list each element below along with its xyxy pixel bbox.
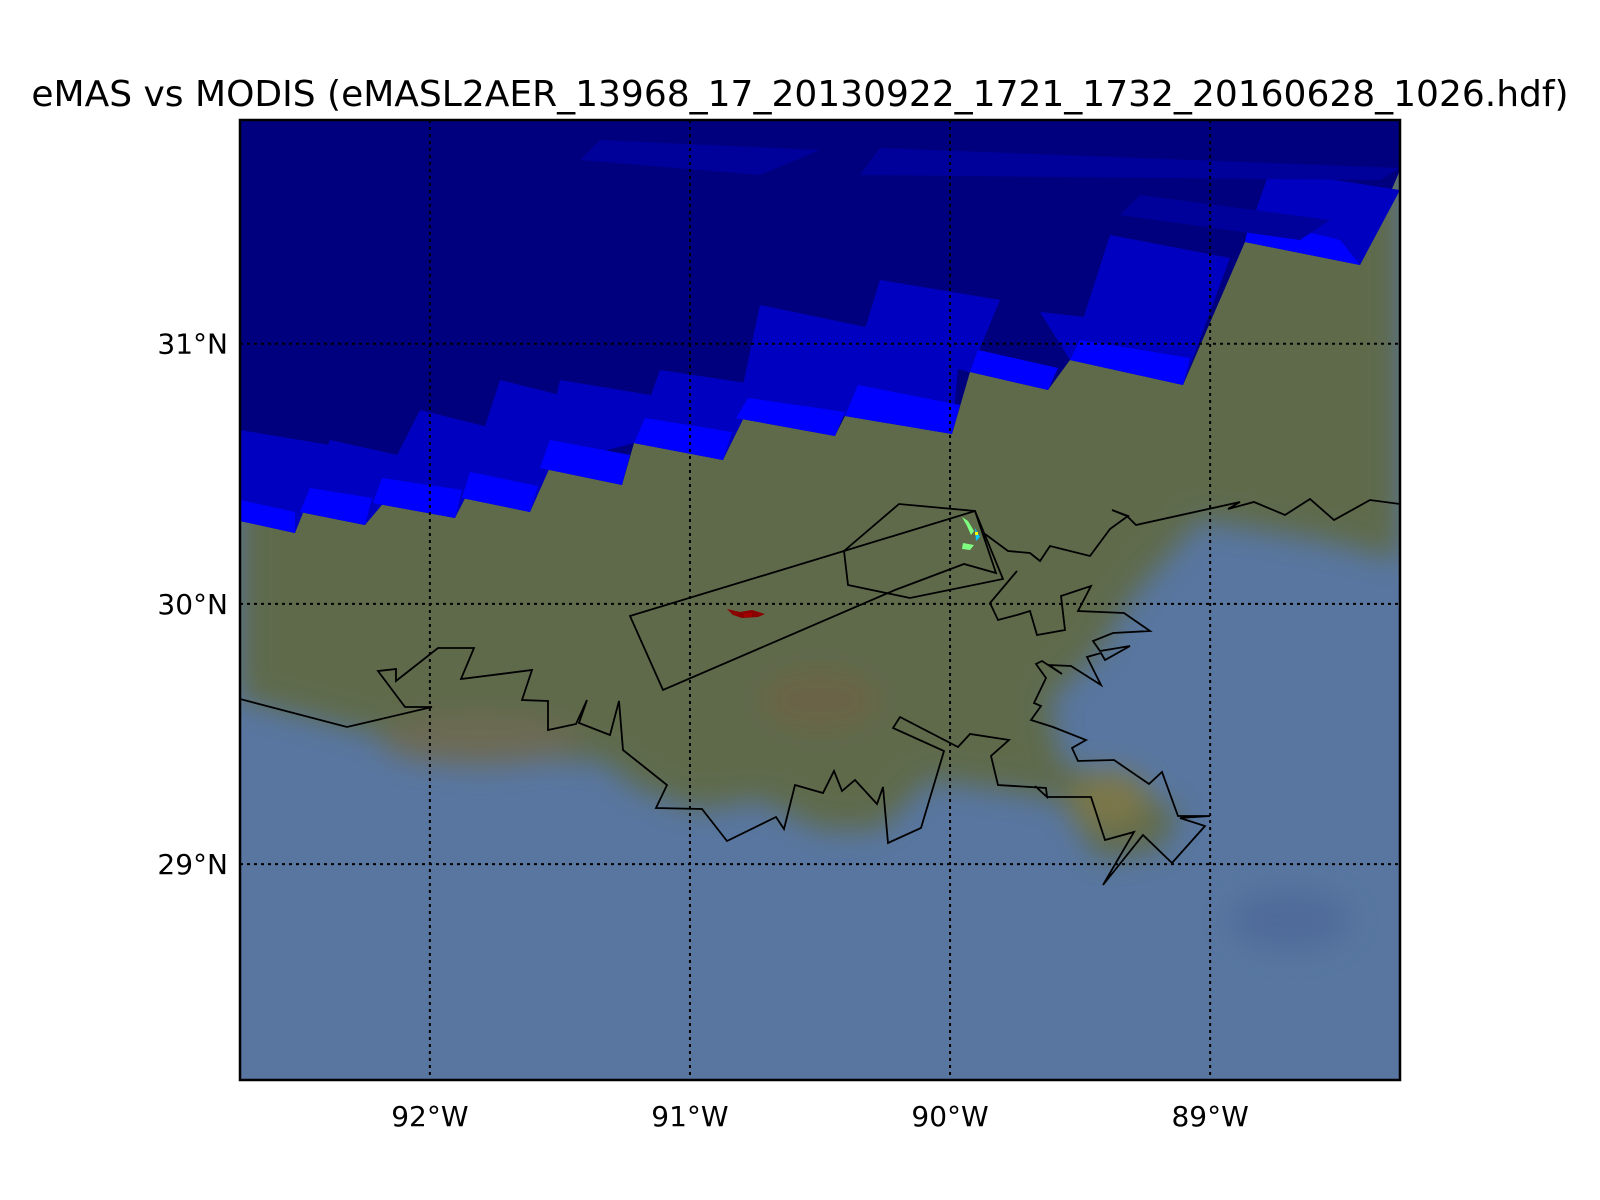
longitude-tick-label: 92°W	[391, 1100, 468, 1133]
map-plot-area	[240, 120, 1400, 1080]
emas-flight-track	[628, 503, 1005, 692]
parallel-gridlines	[240, 342, 1400, 866]
meridian-gridlines	[428, 120, 1212, 1080]
latitude-tick-label: 29°N	[157, 848, 228, 881]
longitude-tick-label: 89°W	[1171, 1100, 1248, 1133]
latitude-tick-labels: 29°N 30°N 31°N	[157, 328, 228, 881]
latitude-tick-label: 31°N	[157, 328, 228, 361]
coastlines	[240, 497, 1400, 886]
longitude-tick-labels: 92°W 91°W 90°W 89°W	[391, 1100, 1249, 1133]
latitude-tick-label: 30°N	[157, 588, 228, 621]
map-title: eMAS vs MODIS (eMASL2AER_13968_17_201309…	[31, 74, 1568, 115]
emas-aod-pixels	[727, 517, 980, 618]
longitude-tick-label: 91°W	[651, 1100, 728, 1133]
map-frame	[238, 118, 1402, 1082]
longitude-tick-label: 90°W	[911, 1100, 988, 1133]
modis-aod-swath	[240, 120, 1400, 533]
